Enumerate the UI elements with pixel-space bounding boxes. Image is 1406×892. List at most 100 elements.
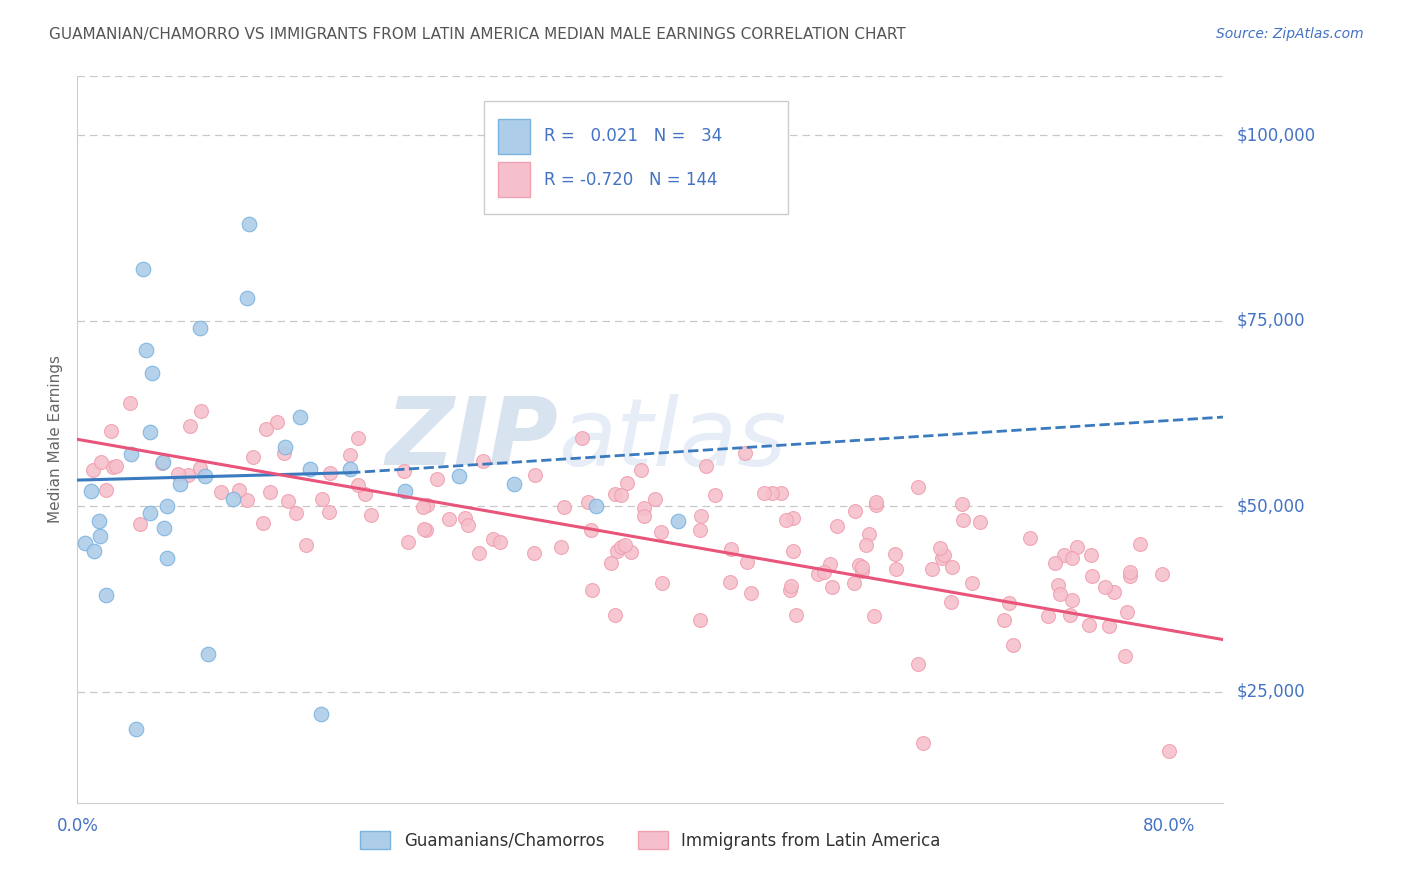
Point xyxy=(921,562,943,576)
Point xyxy=(884,548,907,562)
Point xyxy=(1036,609,1059,624)
Point xyxy=(394,484,416,499)
Point xyxy=(221,491,243,506)
Text: GUAMANIAN/CHAMORRO VS IMMIGRANTS FROM LATIN AMERICA MEDIAN MALE EARNINGS CORRELA: GUAMANIAN/CHAMORRO VS IMMIGRANTS FROM LA… xyxy=(49,27,905,42)
Point xyxy=(576,495,599,509)
Point xyxy=(396,535,419,549)
Point xyxy=(319,466,342,480)
Point xyxy=(209,485,232,500)
Bar xyxy=(498,162,530,197)
Point xyxy=(412,522,434,536)
Point xyxy=(605,487,627,501)
Text: R =   0.021   N =   34: R = 0.021 N = 34 xyxy=(544,128,721,145)
Point xyxy=(941,595,963,609)
Point xyxy=(842,576,865,591)
Point xyxy=(129,517,152,532)
Point xyxy=(993,613,1015,627)
Point xyxy=(1019,531,1042,545)
Point xyxy=(156,499,179,513)
Point xyxy=(720,541,742,556)
Point xyxy=(818,558,841,572)
Point xyxy=(848,558,870,572)
Point xyxy=(124,722,146,736)
Text: $50,000: $50,000 xyxy=(1237,497,1306,515)
Point xyxy=(190,404,212,418)
Point xyxy=(83,543,105,558)
FancyBboxPatch shape xyxy=(484,102,787,214)
Point xyxy=(997,595,1019,609)
Point xyxy=(689,524,711,538)
Point xyxy=(228,483,250,497)
Point xyxy=(907,657,929,671)
Text: Source: ZipAtlas.com: Source: ZipAtlas.com xyxy=(1216,27,1364,41)
Point xyxy=(188,321,211,335)
Point xyxy=(89,455,111,469)
Bar xyxy=(498,119,530,153)
Point xyxy=(844,503,866,517)
Point xyxy=(950,497,973,511)
Point xyxy=(254,422,277,436)
Point xyxy=(309,706,332,721)
Point xyxy=(960,575,983,590)
Point xyxy=(734,446,756,460)
Point xyxy=(152,454,174,468)
Point xyxy=(644,492,666,507)
Point xyxy=(1129,537,1152,551)
Point xyxy=(482,533,505,547)
Point xyxy=(277,493,299,508)
Point xyxy=(1094,580,1116,594)
Point xyxy=(581,583,603,598)
Point xyxy=(471,454,494,468)
Point xyxy=(339,462,361,476)
Point xyxy=(285,506,308,520)
Point xyxy=(863,609,886,624)
Point xyxy=(259,484,281,499)
Point xyxy=(103,459,125,474)
Point xyxy=(177,468,200,483)
Point xyxy=(295,538,318,552)
Point xyxy=(865,495,887,509)
Point xyxy=(689,509,711,524)
Point xyxy=(152,456,174,470)
Point xyxy=(780,579,803,593)
Point xyxy=(695,458,717,473)
Point xyxy=(969,515,991,529)
Point xyxy=(651,575,673,590)
Point xyxy=(825,519,848,533)
Point xyxy=(426,472,449,486)
Point xyxy=(318,506,340,520)
Point xyxy=(703,488,725,502)
Point xyxy=(94,588,117,602)
Point xyxy=(392,464,415,478)
Point xyxy=(197,648,219,662)
Point xyxy=(666,514,689,528)
Point xyxy=(522,546,544,560)
Point xyxy=(769,486,792,500)
Text: atlas: atlas xyxy=(558,393,787,485)
Point xyxy=(454,510,477,524)
Point xyxy=(1114,648,1136,663)
Point xyxy=(1152,567,1174,582)
Point xyxy=(1049,587,1071,601)
Point xyxy=(299,462,322,476)
Point xyxy=(238,217,260,231)
Point xyxy=(1043,556,1066,570)
Point xyxy=(188,461,211,475)
Point xyxy=(858,526,880,541)
Point xyxy=(347,477,370,491)
Point xyxy=(606,544,628,558)
Point xyxy=(1060,551,1083,566)
Point xyxy=(266,415,288,429)
Point xyxy=(813,565,835,579)
Point xyxy=(752,485,775,500)
Point xyxy=(1053,548,1076,562)
Point xyxy=(82,462,104,476)
Text: $75,000: $75,000 xyxy=(1237,311,1306,330)
Point xyxy=(156,551,179,566)
Point xyxy=(633,509,655,524)
Point xyxy=(553,500,575,514)
Point xyxy=(600,556,623,570)
Point xyxy=(166,467,188,482)
Point xyxy=(236,492,259,507)
Point xyxy=(412,500,434,514)
